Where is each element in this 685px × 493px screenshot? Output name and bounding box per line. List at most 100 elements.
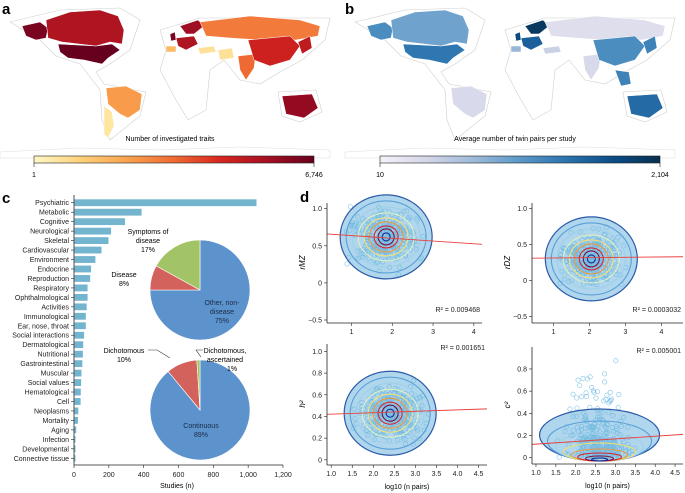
r-squared-label: R² = 0.005001 — [636, 348, 681, 355]
pie1-label-symptoms-line2: disease — [136, 238, 160, 245]
pie2-label-continuous: Continuous — [183, 423, 219, 430]
bar-immunological — [74, 312, 86, 320]
x-tick-label: 1.5 — [347, 471, 357, 478]
bar-category-label: Immunological — [24, 314, 70, 321]
map-region-canada — [390, 9, 470, 47]
pie-chart-trait-type — [149, 359, 251, 461]
r-squared-label: R² = 0.009468 — [435, 307, 480, 314]
scatter-point — [604, 392, 610, 398]
pie2-label-ascertained-line1: Dichotomous, — [204, 348, 247, 355]
r-squared-label: R² = 0.0003032 — [633, 307, 682, 314]
density-contour — [591, 457, 609, 462]
pie-slice-symptoms-of-disease — [155, 239, 201, 291]
bar-chart-x-tick-label: 0 — [72, 472, 76, 479]
scatter-point — [556, 454, 562, 460]
r-squared-label: R² = 0.001651 — [440, 345, 485, 352]
y-tick-label: 0.8 — [312, 371, 322, 378]
scatter-point — [574, 405, 580, 411]
bar-category-label: Hematological — [25, 390, 70, 397]
density-contour — [385, 408, 395, 418]
density-contour — [377, 401, 403, 425]
scatter-point — [583, 394, 589, 400]
bar-category-label: Endocrine — [37, 266, 69, 273]
x-axis-label: log10 (n pairs) — [585, 483, 630, 490]
y-axis-label: rMZ — [298, 254, 307, 269]
x-tick-label: 4 — [659, 329, 663, 336]
bar-activities — [74, 303, 87, 311]
density-contour — [357, 212, 415, 262]
map-region-chile-argentina — [103, 105, 115, 139]
bar-chart-study-categories: Psychiatric Metabolic Cognitive Neurologica… — [12, 195, 292, 479]
bar-mortality — [74, 417, 78, 424]
density-contour — [372, 397, 408, 429]
x-tick-label: 2.0 — [368, 471, 378, 478]
y-tick-label: −0.5 — [308, 318, 322, 325]
pie2-leader-ascertained — [195, 349, 203, 358]
map-a-title: Number of investigated traits — [125, 136, 215, 143]
map-region-turkey-middle-east — [197, 45, 217, 55]
bar-category-label: Ophthalmological — [15, 295, 70, 302]
panel-label-a: a — [2, 1, 11, 18]
pie-slice-other-non-disease — [149, 239, 251, 341]
y-tick-label: 0 — [318, 280, 322, 287]
map-region-china — [592, 35, 646, 67]
bar-neurological — [74, 227, 112, 235]
scatter-point — [344, 261, 350, 267]
map-region-uk — [169, 31, 177, 42]
pie2-pct-ascertained: 1% — [227, 366, 237, 373]
scatter-point — [602, 379, 608, 385]
pie2-label-dichotomous: Dichotomous — [104, 348, 145, 355]
map-region-western-europe — [520, 35, 544, 51]
scatter-point — [615, 405, 621, 411]
pie-chart-disease-status — [149, 239, 251, 341]
bar-chart-x-tick-label: 1,200 — [274, 472, 292, 479]
bar-developmental — [74, 445, 76, 453]
bar-nutritional — [74, 350, 83, 358]
map-region-australia — [626, 93, 664, 119]
y-tick-label: 0 — [523, 278, 527, 285]
y-tick-label: 0.5 — [517, 242, 527, 249]
pie2-pct-continuous: 89% — [194, 432, 208, 439]
map-region-uk — [514, 31, 522, 42]
x-tick-label: 3.0 — [411, 471, 421, 478]
y-tick-label: 1.0 — [517, 206, 527, 213]
map-b-colorbar — [379, 155, 661, 164]
bar-metabolic — [74, 208, 142, 216]
bar-chart-xlabel: Studies (n) — [160, 483, 194, 490]
map-panel-a — [0, 7, 331, 159]
map-b-colorbar-min-label: 10 — [376, 172, 384, 179]
bar-respiratory — [74, 284, 88, 292]
scatter-point — [567, 406, 573, 412]
density-contour — [377, 228, 395, 246]
y-tick-label: 0.8 — [517, 366, 527, 373]
x-tick-label: 1.0 — [326, 471, 336, 478]
bar-category-label: Nutritional — [37, 352, 69, 359]
bar-skeletal — [74, 237, 109, 244]
density-contours — [343, 370, 437, 456]
density-contour — [339, 194, 433, 280]
density-contour — [381, 232, 391, 242]
map-region-brazil — [450, 85, 488, 119]
y-tick-label: 1.0 — [312, 206, 322, 213]
bar-connective-tissue — [74, 454, 76, 462]
pie-slice-dichotomous-ascertained — [196, 359, 201, 411]
bar-chart-x-tick-label: 800 — [207, 472, 219, 479]
scatter-point — [607, 398, 613, 404]
scatter-c2: 0 0.2 0.4 0.6 0.8 1.0 1.5 2.0 2.5 3.0 3.5 4.0 4.5 c² l… — [503, 347, 684, 490]
scatter-point — [607, 389, 613, 395]
scatter-point — [589, 384, 595, 390]
pie1-label-disease: Disease — [111, 272, 136, 279]
scatter-point — [575, 377, 581, 383]
x-tick-label: 1.5 — [551, 470, 561, 477]
x-tick-label: 3.5 — [432, 471, 442, 478]
scatter-point — [593, 395, 599, 401]
bar-category-label: Infection — [43, 437, 70, 444]
bar-category-label: Skeletal — [44, 238, 69, 245]
map-a-colorbar-max-label: 6,746 — [305, 172, 323, 179]
map-region-spain — [165, 45, 177, 53]
x-tick-label: 3.5 — [630, 470, 640, 477]
bar-social-interactions — [74, 331, 85, 339]
x-tick-label: 3.0 — [611, 470, 621, 477]
density-contour — [544, 216, 638, 302]
density-contour — [345, 200, 427, 274]
